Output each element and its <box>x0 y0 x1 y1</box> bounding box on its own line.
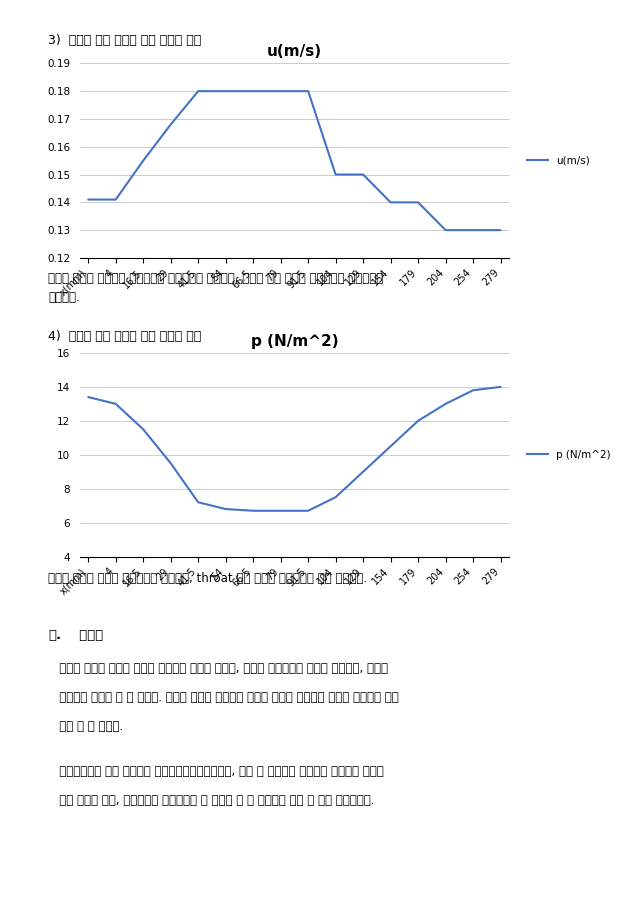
Text: 4)  덕트의 단면 변화에 따른 정압의 변화: 4) 덕트의 단면 변화에 따른 정압의 변화 <box>48 330 201 343</box>
Text: 덕트의 단면이 감소하는 목부분에서 유동속도가 증가하며, 목부분 이후 단면이 증가하면서 유동속도가: 덕트의 단면이 감소하는 목부분에서 유동속도가 증가하며, 목부분 이후 단면… <box>48 272 383 284</box>
Title: u(m/s): u(m/s) <box>267 44 322 60</box>
Text: 감소하는 결과를 알 수 있었다. 반대로 단면이 넓어지면 유체의 속도는 느려지고 정압은 높아지는 것을: 감소하는 결과를 알 수 있었다. 반대로 단면이 넓어지면 유체의 속도는 느… <box>48 691 399 704</box>
Legend: u(m/s): u(m/s) <box>523 151 594 170</box>
Text: 유체의 정압은 유체가 흔르는 단면적에 영향을 받으면, 단면이 좊아질수록 속도는 증가하고, 정압은: 유체의 정압은 유체가 흔르는 단면적에 영향을 받으면, 단면이 좊아질수록 … <box>48 662 388 675</box>
Text: 유체역학에서 널리 쓰인다는 베르누이방정식이었지만, 교재 안 문제풀이 안에서만 존재하던 이론을: 유체역학에서 널리 쓰인다는 베르누이방정식이었지만, 교재 안 문제풀이 안에… <box>48 765 384 777</box>
Text: 마.: 마. <box>48 629 61 642</box>
Text: 3)  덕트의 단면 변화에 따른 속도의 변화: 3) 덕트의 단면 변화에 따른 속도의 변화 <box>48 34 201 47</box>
Text: 정압은 덕트의 단면이 좊아지면서 감소하며, throat 이후 단면이 증가하면서 다시 증가한다.: 정압은 덕트의 단면이 좊아지면서 감소하며, throat 이후 단면이 증가… <box>48 572 367 585</box>
Text: 관찰 할 수 있었다.: 관찰 할 수 있었다. <box>48 720 124 733</box>
Legend: p (N/m^2): p (N/m^2) <box>523 445 614 464</box>
Title: p (N/m^2): p (N/m^2) <box>251 334 338 349</box>
Text: 실제 실험을 통해, 그래프로써 도출해보니 그 의미를 좀 더 분명하게 느낄 수 있는 실험이었다.: 실제 실험을 통해, 그래프로써 도출해보니 그 의미를 좀 더 분명하게 느낄… <box>48 794 374 806</box>
Text: 마치며: 마치며 <box>70 629 104 642</box>
Text: 감소한다.: 감소한다. <box>48 291 80 304</box>
